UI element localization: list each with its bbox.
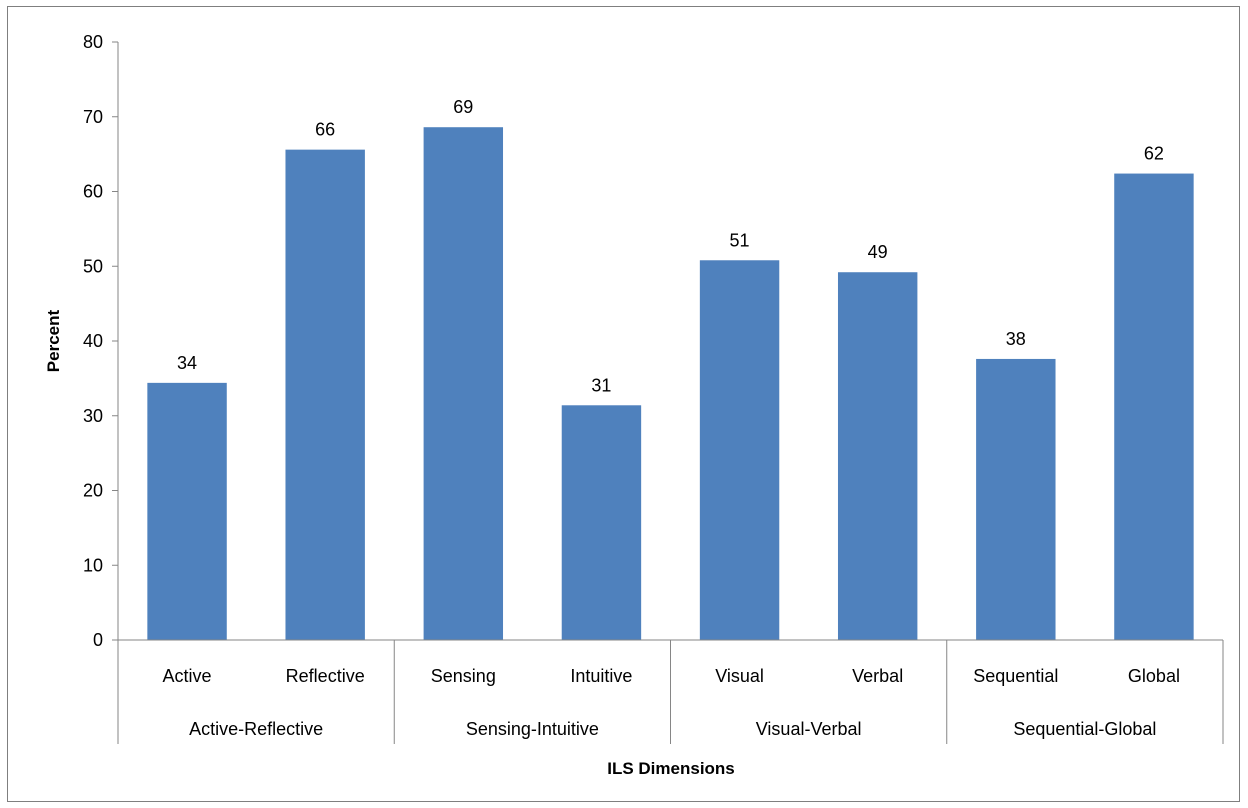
bar-reflective — [285, 149, 365, 640]
x-category-label: Reflective — [286, 666, 365, 686]
data-label-sensing: 69 — [453, 97, 473, 117]
data-label-reflective: 66 — [315, 120, 335, 140]
bar-active — [147, 382, 227, 640]
x-category-label: Active — [163, 666, 212, 686]
data-label-verbal: 49 — [868, 242, 888, 262]
y-tick-label: 20 — [83, 481, 103, 501]
bars — [147, 127, 1194, 641]
bar-intuitive — [561, 405, 642, 640]
x-category-label: Intuitive — [570, 666, 632, 686]
bar-sequential — [976, 358, 1056, 640]
data-label-sequential: 38 — [1006, 329, 1026, 349]
y-axis: 0 10 20 30 40 50 60 70 80 — [83, 32, 119, 650]
y-tick-label: 0 — [93, 630, 103, 650]
x-group-label: Sequential-Global — [1013, 719, 1156, 739]
bar-verbal — [837, 272, 918, 640]
y-tick-label: 80 — [83, 32, 103, 52]
bar-sensing — [423, 127, 504, 641]
x-category-label: Sensing — [431, 666, 496, 686]
y-tick-label: 40 — [83, 331, 103, 351]
x-group-label: Sensing-Intuitive — [466, 719, 599, 739]
y-tick-label: 60 — [83, 182, 103, 202]
x-category-label: Verbal — [852, 666, 903, 686]
x-group-label: Visual-Verbal — [756, 719, 862, 739]
y-tick-label: 30 — [83, 406, 103, 426]
bar-global — [1114, 173, 1194, 640]
x-group-label: Active-Reflective — [189, 719, 323, 739]
x-category-label: Visual — [715, 666, 764, 686]
x-axis: Active Reflective Sensing Intuitive Visual Ve… — [117, 639, 1224, 744]
x-category-label: Sequential — [973, 666, 1058, 686]
data-labels: 34 66 69 31 51 49 38 62 — [177, 97, 1164, 395]
y-tick-label: 50 — [83, 256, 103, 276]
x-axis-title: ILS Dimensions — [607, 759, 735, 778]
y-axis-title: Percent — [44, 309, 63, 372]
data-label-global: 62 — [1144, 144, 1164, 164]
data-label-intuitive: 31 — [591, 375, 611, 395]
y-tick-label: 10 — [83, 555, 103, 575]
y-tick-label: 70 — [83, 107, 103, 127]
data-label-visual: 51 — [730, 230, 750, 250]
data-label-active: 34 — [177, 353, 197, 373]
bar-visual — [699, 260, 780, 640]
x-category-label: Global — [1128, 666, 1180, 686]
